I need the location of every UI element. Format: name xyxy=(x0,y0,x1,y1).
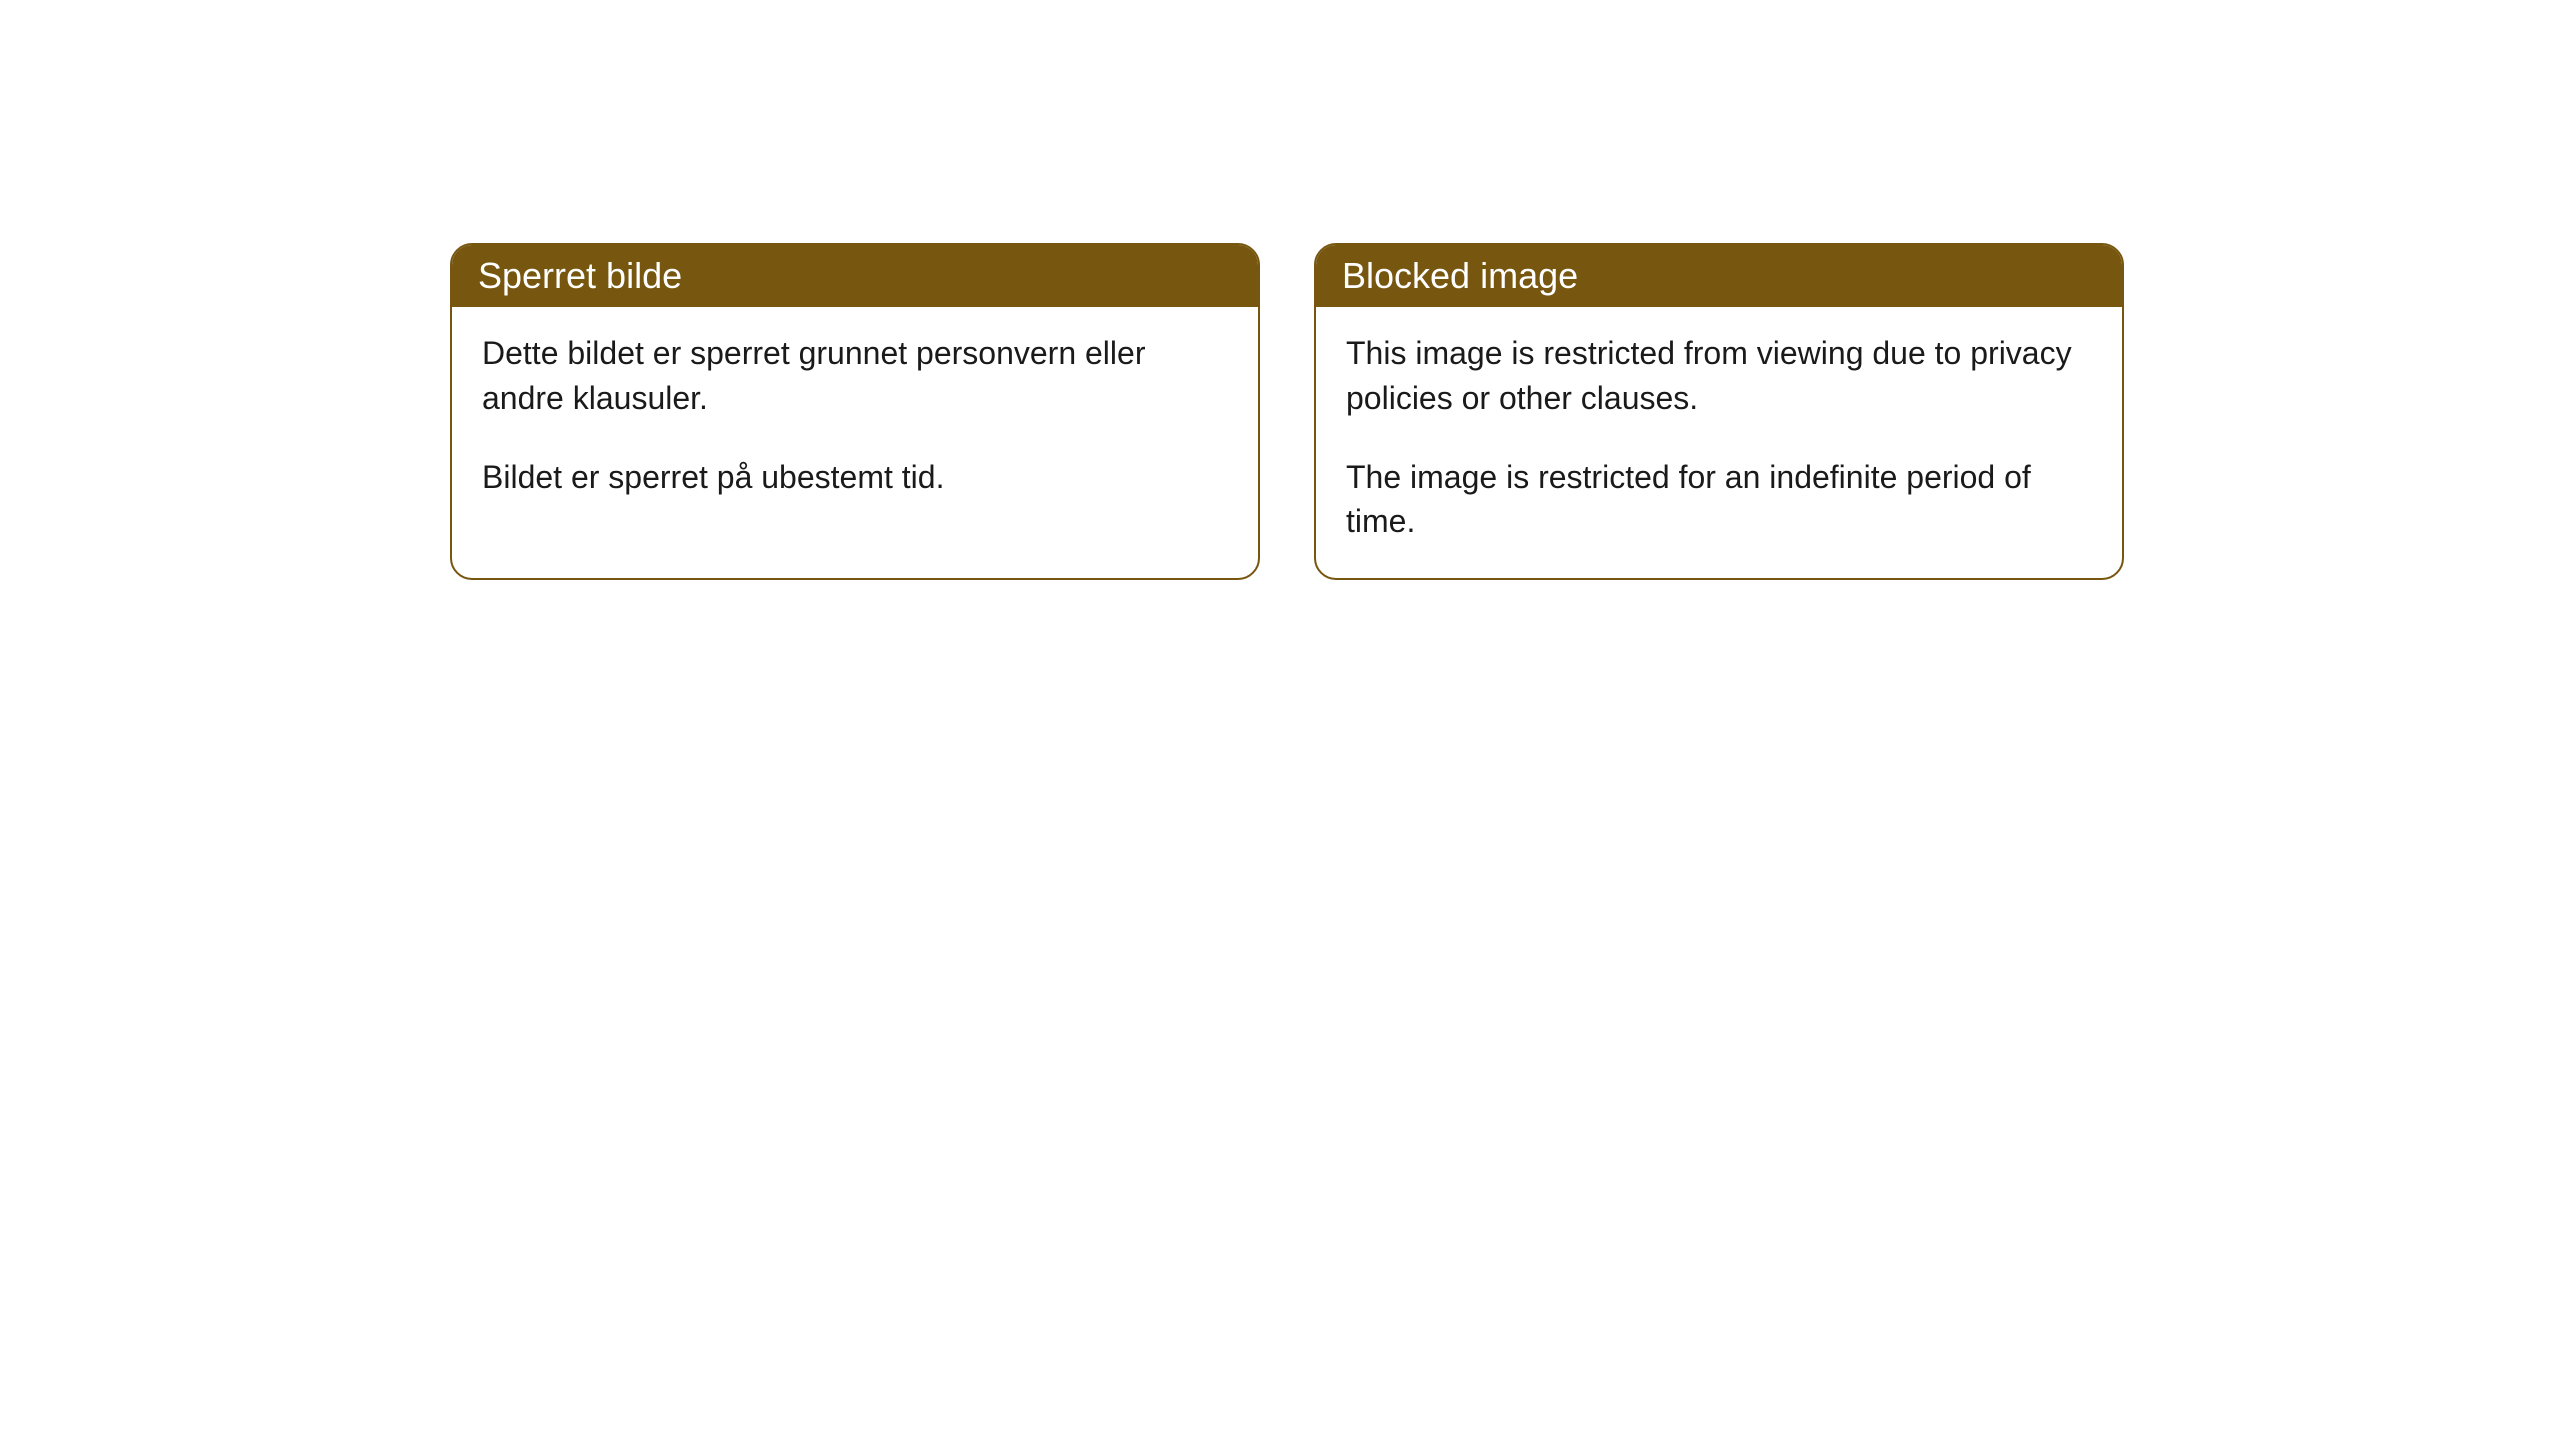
card-title-norwegian: Sperret bilde xyxy=(478,255,682,296)
card-paragraph-2-norwegian: Bildet er sperret på ubestemt tid. xyxy=(482,455,1228,500)
card-body-norwegian: Dette bildet er sperret grunnet personve… xyxy=(452,307,1258,533)
notice-card-norwegian: Sperret bilde Dette bildet er sperret gr… xyxy=(450,243,1260,580)
card-paragraph-1-norwegian: Dette bildet er sperret grunnet personve… xyxy=(482,331,1228,421)
card-header-english: Blocked image xyxy=(1316,245,2122,307)
card-paragraph-2-english: The image is restricted for an indefinit… xyxy=(1346,455,2092,545)
card-body-english: This image is restricted from viewing du… xyxy=(1316,307,2122,578)
card-title-english: Blocked image xyxy=(1342,255,1578,296)
notice-card-english: Blocked image This image is restricted f… xyxy=(1314,243,2124,580)
card-header-norwegian: Sperret bilde xyxy=(452,245,1258,307)
card-paragraph-1-english: This image is restricted from viewing du… xyxy=(1346,331,2092,421)
notice-cards-container: Sperret bilde Dette bildet er sperret gr… xyxy=(450,243,2124,580)
